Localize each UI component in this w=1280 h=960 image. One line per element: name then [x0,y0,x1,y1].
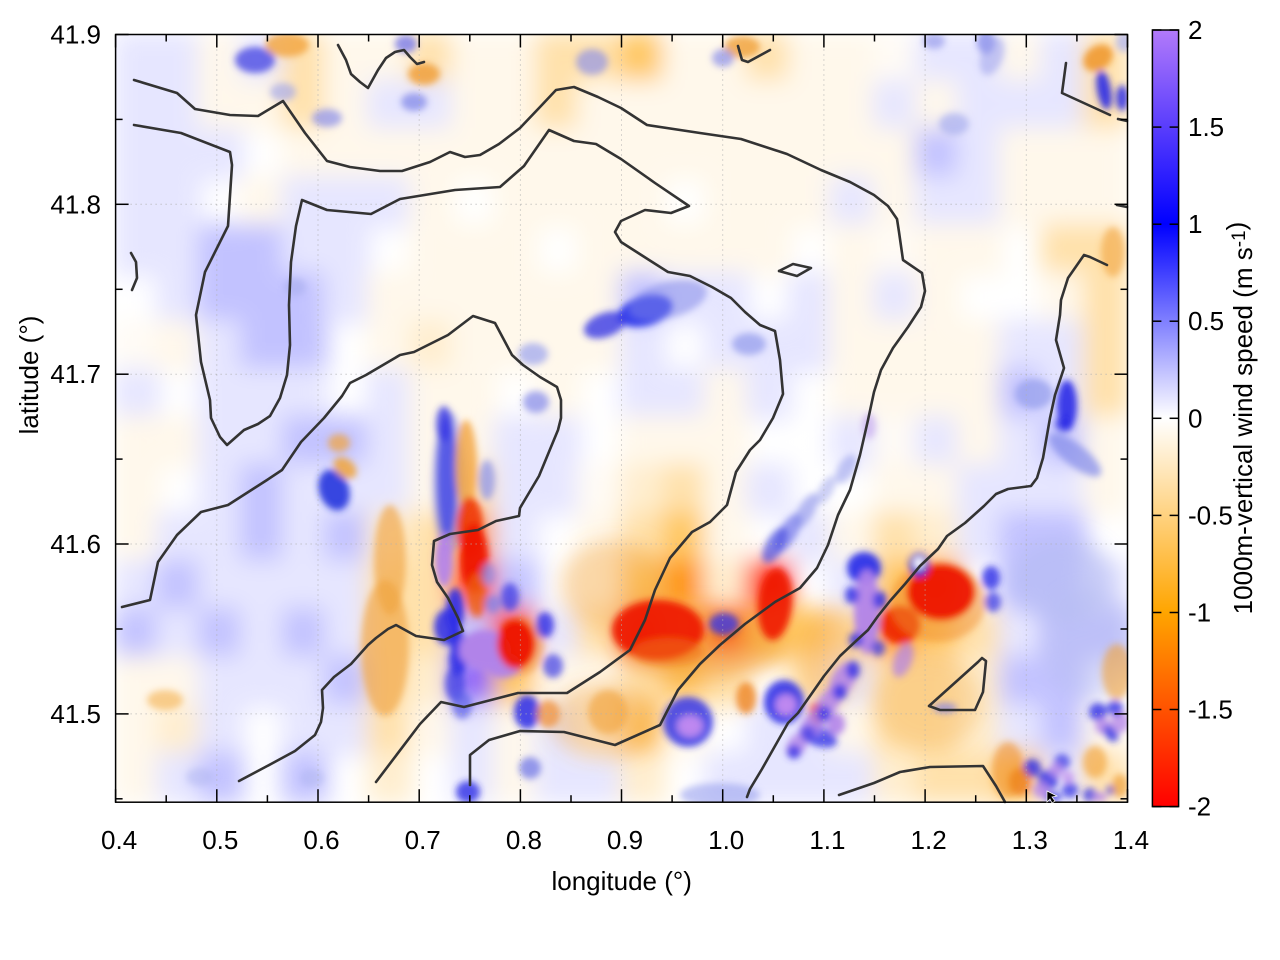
svg-text:1.1: 1.1 [809,825,845,855]
svg-text:41.9: 41.9 [50,20,101,50]
svg-text:0: 0 [1188,403,1202,433]
svg-text:1.3: 1.3 [1012,825,1048,855]
svg-text:0.8: 0.8 [506,825,542,855]
svg-text:41.5: 41.5 [50,699,101,729]
svg-text:0.5: 0.5 [202,825,238,855]
svg-text:1.2: 1.2 [911,825,947,855]
svg-text:41.8: 41.8 [50,189,101,219]
svg-text:1: 1 [1188,209,1202,239]
svg-text:0.6: 0.6 [303,825,339,855]
svg-text:0.5: 0.5 [1188,306,1224,336]
svg-text:0.4: 0.4 [101,825,137,855]
svg-text:-0.5: -0.5 [1188,500,1233,530]
svg-text:longitude (°): longitude (°) [551,866,691,896]
svg-text:-2: -2 [1188,792,1211,822]
svg-text:1.0: 1.0 [708,825,744,855]
svg-text:1.5: 1.5 [1188,112,1224,142]
svg-text:41.6: 41.6 [50,529,101,559]
svg-text:41.7: 41.7 [50,359,101,389]
svg-text:0.9: 0.9 [607,825,643,855]
svg-text:latitude (°): latitude (°) [14,316,44,435]
svg-text:1.4: 1.4 [1113,825,1149,855]
svg-text:0.7: 0.7 [405,825,441,855]
svg-text:2: 2 [1188,15,1202,45]
svg-text:1000m-vertical wind speed (m s: 1000m-vertical wind speed (m s-1) [1221,222,1258,615]
svg-text:-1.5: -1.5 [1188,695,1233,725]
svg-text:-1: -1 [1188,598,1211,628]
